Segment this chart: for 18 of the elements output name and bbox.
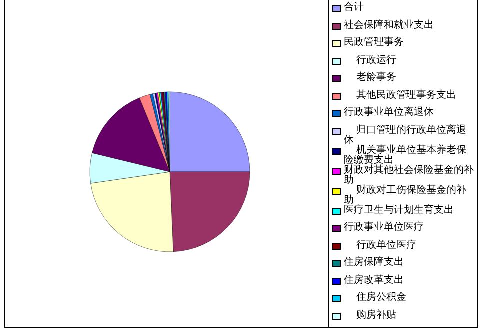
legend-label: 住房保障支出 xyxy=(344,257,404,268)
legend-label: 行政事业单位医疗 xyxy=(344,222,424,233)
legend-label: 民政管理事务 xyxy=(344,37,404,48)
legend-label: 财政对其他社会保险基金的补助 xyxy=(344,164,475,186)
legend-label: 行政事业单位离退休 xyxy=(344,107,434,118)
legend-label: 社会保障和就业支出 xyxy=(344,20,434,30)
legend-label: 住房改革支出 xyxy=(344,274,404,286)
legend-label: 医疗卫生与计划生育支出 xyxy=(344,204,454,216)
legend-label: 住房公积金 xyxy=(356,292,407,303)
legend-label: 其他民政管理事务支出 xyxy=(356,90,457,100)
legend-label: 机关事业单位基本养老保险缴费支出 xyxy=(344,144,467,166)
legend-label: 归口管理的行政单位离退休 xyxy=(344,124,468,146)
legend-label: 老龄事务 xyxy=(356,72,397,83)
legend-label: 行政运行 xyxy=(356,54,397,66)
legend-label: 购房补贴 xyxy=(356,310,397,320)
legend-label: 财政对工伤保险基金的补助 xyxy=(344,184,468,206)
legend-label: 合计 xyxy=(344,2,364,13)
legend-label: 行政单位医疗 xyxy=(356,240,417,250)
